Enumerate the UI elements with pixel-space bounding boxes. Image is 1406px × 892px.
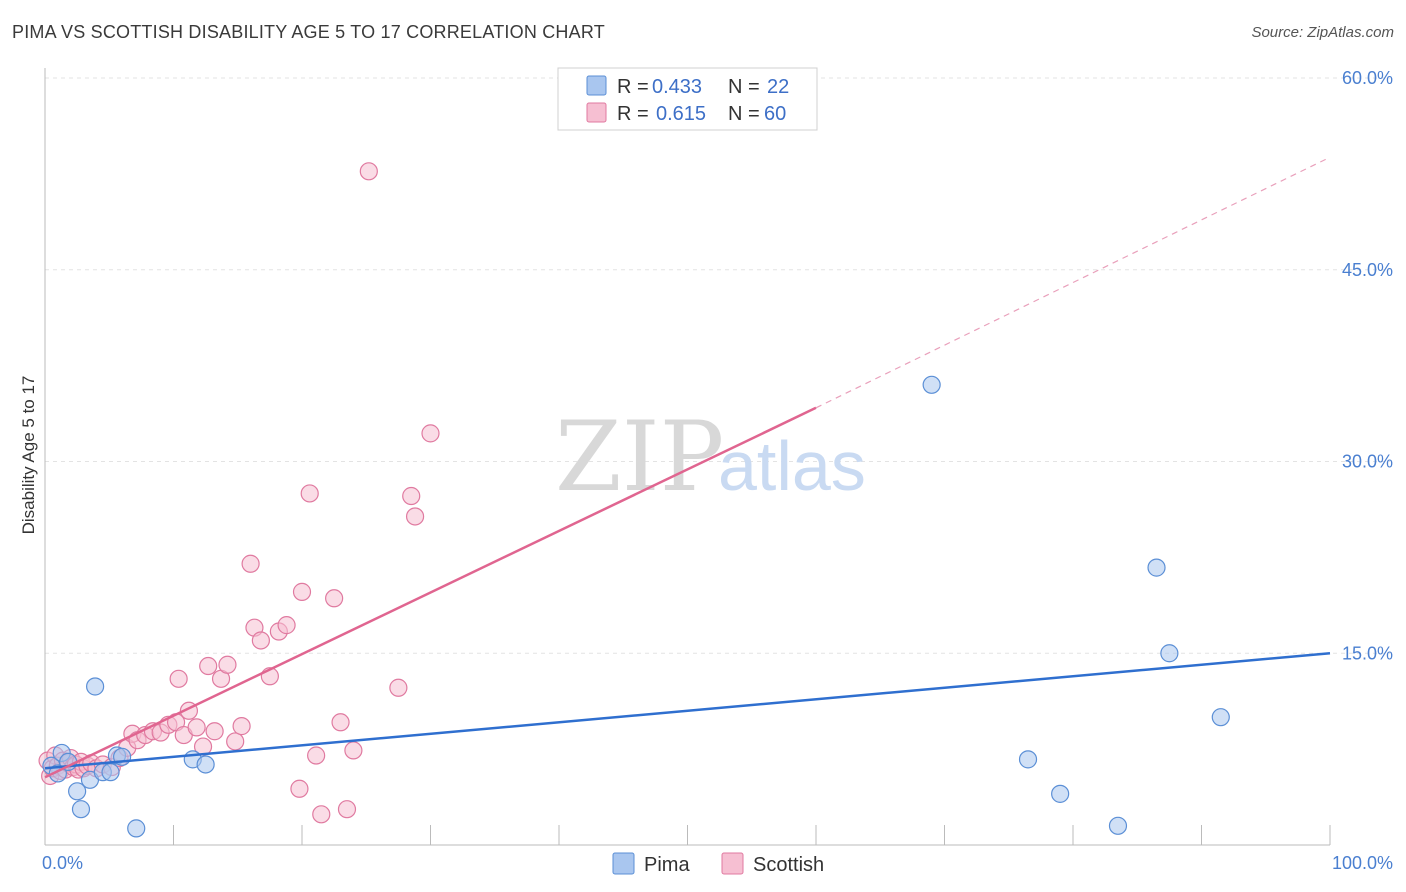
point-scottish-37	[218, 655, 237, 674]
trend-line-scottish-extension	[815, 156, 1331, 409]
y-tick-label-2: 45.0%	[1342, 260, 1393, 280]
point-scottish-35	[205, 722, 224, 741]
point-scottish-57	[402, 486, 421, 506]
legend-n-value-scottish: 60	[764, 103, 786, 125]
point-pima-14	[196, 755, 215, 774]
y-tick-labels: 15.0% 30.0% 45.0% 60.0%	[1342, 68, 1393, 663]
y-tick-label-0: 15.0%	[1342, 643, 1393, 663]
point-pima-9	[101, 763, 120, 782]
point-scottish-50	[312, 805, 331, 824]
point-scottish-46	[290, 779, 309, 798]
point-pima-16	[1018, 750, 1038, 769]
bottom-legend-label-pima: Pima	[644, 854, 690, 876]
point-scottish-52	[331, 713, 350, 732]
legend-r-label-pima: R =	[617, 76, 649, 98]
legend-r-value-scottish: 0.615	[656, 103, 706, 125]
point-pima-21	[1211, 708, 1230, 727]
point-scottish-47	[292, 582, 312, 601]
point-scottish-56	[389, 678, 408, 697]
point-scottish-29	[169, 669, 188, 688]
legend-n-label-scottish: N =	[728, 103, 760, 125]
point-scottish-32	[187, 718, 206, 737]
x-tick-label-1: 100.0%	[1332, 853, 1393, 873]
point-scottish-48	[300, 484, 319, 503]
point-pima-4	[68, 782, 87, 801]
point-scottish-58	[405, 507, 425, 526]
legend-r-value-pima: 0.433	[652, 76, 702, 98]
x-axis-ticks	[44, 825, 1331, 845]
legend-swatch-pima	[586, 75, 607, 96]
point-pima-20	[1160, 644, 1179, 663]
bottom-legend-swatch-scottish	[721, 852, 744, 875]
point-pima-7	[86, 677, 105, 696]
legend-swatch-scottish	[586, 102, 607, 123]
point-scottish-40	[241, 554, 260, 573]
legend-r-label-scottish: R =	[617, 103, 649, 125]
point-scottish-45	[277, 616, 296, 635]
point-pima-12	[127, 819, 146, 838]
data-points	[38, 162, 1230, 838]
point-scottish-53	[337, 800, 357, 819]
point-pima-15	[922, 375, 941, 394]
point-pima-17	[1051, 784, 1070, 803]
chart-source: Source: ZipAtlas.com	[1251, 24, 1394, 41]
x-tick-labels: 0.0% 100.0%	[42, 853, 1393, 873]
bottom-legend-label-scottish: Scottish	[753, 854, 824, 876]
watermark-atlas: atlas	[718, 427, 866, 505]
y-tick-label-3: 60.0%	[1342, 68, 1393, 88]
point-scottish-59	[421, 424, 440, 443]
y-tick-label-1: 30.0%	[1342, 452, 1393, 472]
legend-n-value-pima: 22	[767, 76, 789, 98]
watermark-zip: ZIP	[555, 401, 724, 513]
point-scottish-55	[359, 162, 378, 181]
point-scottish-34	[199, 656, 218, 676]
bottom-legend-swatch-pima	[612, 852, 635, 875]
trend-lines	[44, 156, 1331, 779]
point-scottish-54	[344, 741, 363, 760]
point-pima-19	[1147, 558, 1166, 577]
y-axis-label: Disability Age 5 to 17	[19, 376, 38, 535]
point-scottish-51	[325, 589, 344, 608]
point-scottish-39	[232, 717, 251, 736]
bottom-legend: Pima Scottish	[612, 852, 824, 876]
point-scottish-42	[251, 631, 270, 650]
chart-title: PIMA VS SCOTTISH DISABILITY AGE 5 TO 17 …	[12, 22, 605, 42]
point-pima-5	[71, 800, 91, 819]
trend-line-pima	[44, 652, 1331, 770]
point-scottish-49	[307, 746, 326, 765]
point-scottish-38	[226, 732, 245, 751]
x-tick-label-0: 0.0%	[42, 853, 83, 873]
point-pima-18	[1108, 816, 1128, 835]
legend-box: R = 0.433 N = 22 R = 0.615 N = 60	[557, 67, 818, 131]
trend-line-scottish	[44, 406, 817, 779]
legend-n-label-pima: N =	[728, 76, 760, 98]
